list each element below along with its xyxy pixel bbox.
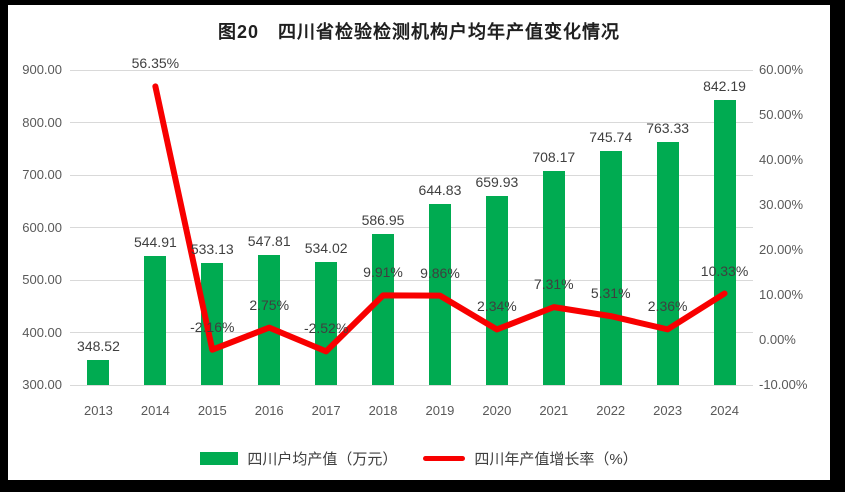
bar-value-label: 659.93 <box>475 174 519 191</box>
bar-2013 <box>87 359 110 385</box>
rate-value-label: 10.33% <box>700 262 749 279</box>
bar-2023 <box>656 141 679 385</box>
x-axis-tick-label: 2020 <box>482 403 512 418</box>
bar-2019 <box>428 203 451 385</box>
right-axis-tick-label: 20.00% <box>759 242 804 257</box>
rate-value-label: 9.86% <box>420 264 460 281</box>
rate-value-label: 5.31% <box>590 285 631 302</box>
right-axis-tick-label: 0.00% <box>759 332 796 347</box>
rate-value-label: -2.52% <box>303 320 349 337</box>
x-axis-tick-label: 2022 <box>596 403 626 418</box>
gridline <box>70 332 753 333</box>
x-axis-tick-label: 2021 <box>539 403 569 418</box>
bar-2016 <box>258 254 281 385</box>
right-axis-tick-label: 40.00% <box>759 152 804 167</box>
right-axis-tick-label: 10.00% <box>759 287 804 302</box>
bar-2024 <box>713 100 736 385</box>
x-axis-tick-label: 2015 <box>197 403 227 418</box>
left-axis-tick-label: 500.00 <box>22 272 62 287</box>
legend: 四川户均产值（万元） 四川年产值增长率（%） <box>8 448 830 469</box>
x-axis-tick-label: 2017 <box>311 403 341 418</box>
right-axis-tick-label: 30.00% <box>759 197 804 212</box>
x-axis-tick-label: 2016 <box>254 403 284 418</box>
legend-item-line-series: 四川年产值增长率（%） <box>423 448 638 469</box>
rate-value-label: -2.16% <box>190 318 235 335</box>
line-series-swatch-icon <box>423 456 466 461</box>
x-axis-tick-label: 2023 <box>653 403 683 418</box>
right-axis-tick-label: 50.00% <box>759 107 804 122</box>
x-axis-tick-label: 2013 <box>83 403 113 418</box>
chart-page: 图20 四川省检验检测机构户均年产值变化情况 300.00 400.00 500.0… <box>8 5 830 480</box>
x-axis-tick-label: 2024 <box>710 403 739 418</box>
bar-2022 <box>599 150 622 385</box>
bar-series-legend-label: 四川户均产值（万元） <box>247 451 398 468</box>
bar-value-label: 745.74 <box>589 128 633 145</box>
rate-value-label: 2.34% <box>477 298 517 315</box>
legend-item-bar-series: 四川户均产值（万元） <box>200 448 397 469</box>
gridline <box>70 174 753 176</box>
right-axis-tick-label: -10.00% <box>759 377 808 392</box>
bar-value-label: 533.13 <box>190 240 234 257</box>
chart-title: 图20 四川省检验检测机构户均年产值变化情况 <box>217 22 621 42</box>
plot-area: 300.00 400.00 500.00 600.00 700.00 800.00 900.… <box>8 5 830 480</box>
x-axis-tick-label: 2019 <box>425 403 455 418</box>
bar-2018 <box>372 234 395 385</box>
x-axis-tick-label: 2014 <box>140 403 170 418</box>
bar-value-label: 644.83 <box>418 181 462 198</box>
bar-value-label: 763.33 <box>646 119 690 136</box>
x-axis-tick-label: 2018 <box>368 403 398 418</box>
bar-2014 <box>144 256 167 385</box>
gridline <box>70 69 753 71</box>
bar-value-label: 348.52 <box>77 337 120 354</box>
bar-series-swatch-icon <box>200 452 239 465</box>
bar-value-label: 544.91 <box>133 234 177 251</box>
bar-2020 <box>485 196 508 385</box>
left-axis-tick-label: 700.00 <box>22 167 62 182</box>
left-axis-tick-label: 400.00 <box>22 324 62 340</box>
bar-value-label: 547.81 <box>247 232 291 249</box>
left-axis-tick-label: 800.00 <box>22 114 62 130</box>
rate-value-label: 2.36% <box>647 298 688 315</box>
bar-value-label: 708.17 <box>532 148 576 165</box>
bar-value-label: 586.95 <box>361 212 405 229</box>
left-axis-tick-label: 300.00 <box>22 377 62 392</box>
left-axis-tick-label: 600.00 <box>22 219 62 235</box>
left-axis-tick-label: 900.00 <box>22 62 62 77</box>
rate-value-label: 9.91% <box>363 264 403 281</box>
bar-value-label: 534.02 <box>304 240 348 257</box>
right-axis-tick-label: 60.00% <box>759 62 804 77</box>
rate-value-label: 7.31% <box>533 276 574 293</box>
line-series-legend-label: 四川年产值增长率（%） <box>474 451 638 468</box>
rate-value-label: 2.75% <box>249 296 290 313</box>
gridline <box>70 384 753 386</box>
bar-value-label: 842.19 <box>703 78 746 95</box>
rate-value-label: 56.35% <box>131 55 180 72</box>
